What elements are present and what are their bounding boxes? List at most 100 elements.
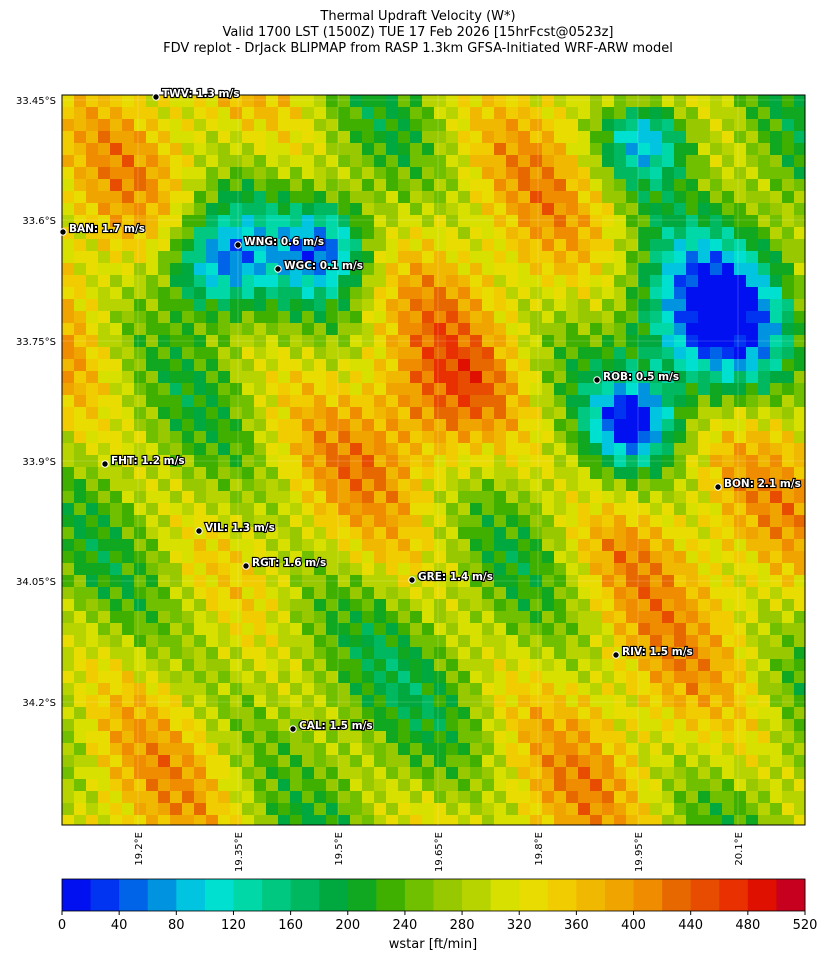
map-cell <box>722 791 734 803</box>
map-cell <box>482 155 494 167</box>
map-cell <box>98 719 110 731</box>
map-cell <box>314 311 326 323</box>
map-cell <box>434 215 446 227</box>
map-cell <box>602 443 614 455</box>
map-cell <box>326 647 338 659</box>
map-cell <box>386 503 398 515</box>
map-cell <box>638 551 650 563</box>
lat-label: 34.2°S <box>22 698 56 709</box>
map-cell <box>794 467 805 479</box>
map-cell <box>782 791 794 803</box>
map-cell <box>146 335 158 347</box>
map-cell <box>134 155 146 167</box>
map-cell <box>398 395 410 407</box>
map-cell <box>326 383 338 395</box>
map-cell <box>770 431 782 443</box>
colorbar-swatch <box>719 879 749 911</box>
map-cell <box>158 527 170 539</box>
map-cell <box>206 107 218 119</box>
map-cell <box>686 551 698 563</box>
map-cell <box>494 659 506 671</box>
map-cell <box>74 203 86 215</box>
map-cell <box>434 479 446 491</box>
map-cell <box>290 503 302 515</box>
map-cell <box>302 191 314 203</box>
map-cell <box>650 707 662 719</box>
map-cell <box>266 707 278 719</box>
map-cell <box>326 395 338 407</box>
map-cell <box>230 707 242 719</box>
map-cell <box>410 779 422 791</box>
map-cell <box>602 479 614 491</box>
map-cell <box>566 779 578 791</box>
map-cell <box>194 515 206 527</box>
map-cell <box>170 599 182 611</box>
map-cell <box>518 131 530 143</box>
map-cell <box>290 359 302 371</box>
map-cell <box>650 419 662 431</box>
map-cell <box>578 659 590 671</box>
map-cell <box>194 371 206 383</box>
map-cell <box>638 611 650 623</box>
map-cell <box>578 323 590 335</box>
map-cell <box>662 143 674 155</box>
map-cell <box>314 455 326 467</box>
map-cell <box>710 443 722 455</box>
map-cell <box>770 695 782 707</box>
map-cell <box>506 371 518 383</box>
map-cell <box>710 227 722 239</box>
map-cell <box>170 731 182 743</box>
map-cell <box>710 539 722 551</box>
map-cell <box>410 707 422 719</box>
map-cell <box>602 671 614 683</box>
map-cell <box>482 227 494 239</box>
map-cell <box>458 647 470 659</box>
map-cell <box>218 251 230 263</box>
map-cell <box>746 755 758 767</box>
map-cell <box>374 755 386 767</box>
map-cell <box>686 179 698 191</box>
map-cell <box>554 467 566 479</box>
map-cell <box>758 815 770 825</box>
map-cell <box>602 743 614 755</box>
map-cell <box>158 263 170 275</box>
map-cell <box>170 239 182 251</box>
map-cell <box>710 719 722 731</box>
map-cell <box>134 95 146 107</box>
map-cell <box>98 779 110 791</box>
map-cell <box>530 203 542 215</box>
map-cell <box>194 599 206 611</box>
map-cell <box>206 371 218 383</box>
map-cell <box>386 203 398 215</box>
map-cell <box>722 719 734 731</box>
map-cell <box>170 719 182 731</box>
map-cell <box>410 179 422 191</box>
map-cell <box>602 167 614 179</box>
map-cell <box>134 719 146 731</box>
map-cell <box>686 815 698 825</box>
map-cell <box>182 371 194 383</box>
map-cell <box>794 443 805 455</box>
map-cell <box>470 731 482 743</box>
map-cell <box>266 131 278 143</box>
map-cell <box>446 167 458 179</box>
map-cell <box>710 779 722 791</box>
map-cell <box>530 503 542 515</box>
map-cell <box>194 215 206 227</box>
map-cell <box>686 119 698 131</box>
map-cell <box>566 707 578 719</box>
map-cell <box>518 743 530 755</box>
map-cell <box>422 155 434 167</box>
map-cell <box>458 455 470 467</box>
map-cell <box>194 575 206 587</box>
map-cell <box>734 287 746 299</box>
map-cell <box>182 515 194 527</box>
map-cell <box>518 251 530 263</box>
map-cell <box>410 155 422 167</box>
map-cell <box>158 95 170 107</box>
map-cell <box>74 803 86 815</box>
map-cell <box>506 95 518 107</box>
map-cell <box>182 743 194 755</box>
map-cell <box>446 347 458 359</box>
map-cell <box>506 551 518 563</box>
